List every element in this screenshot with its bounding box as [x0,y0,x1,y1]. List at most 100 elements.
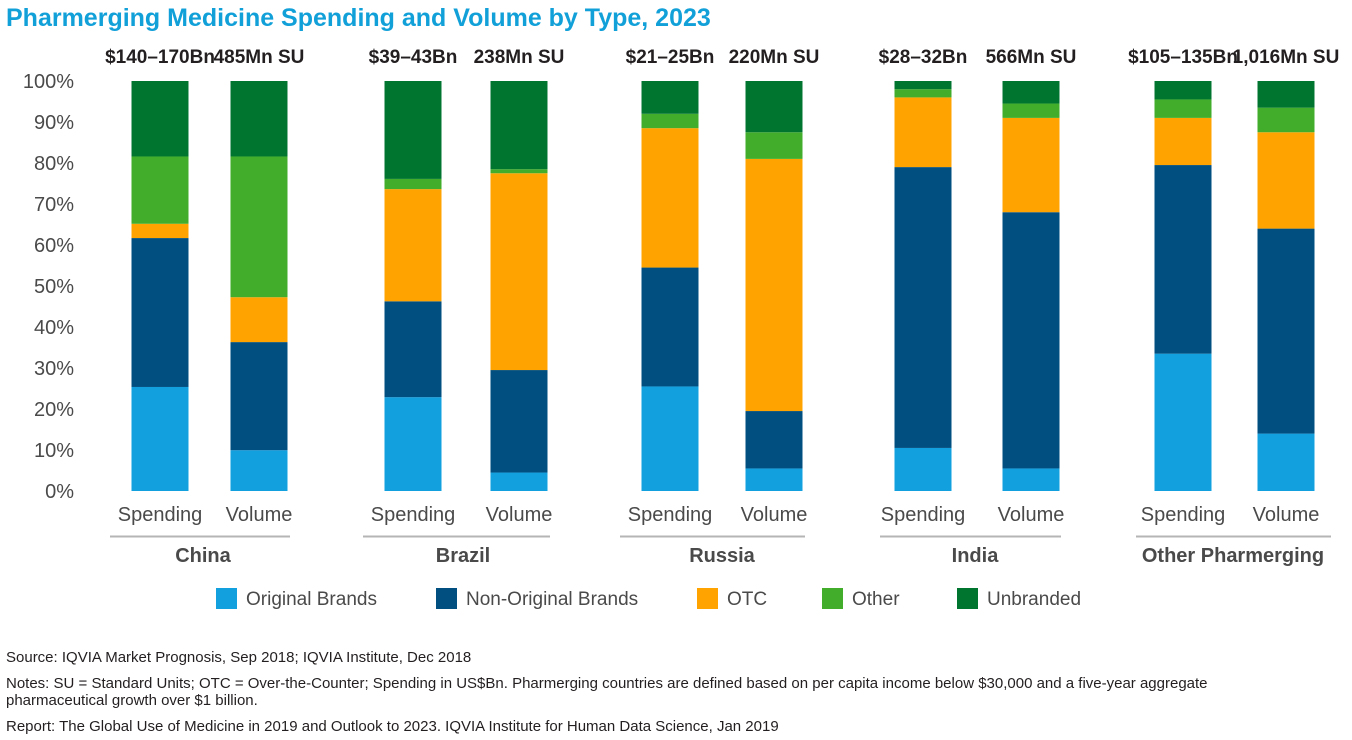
bar-segment-other-pharmerging-volume-non-original-brands [1257,228,1315,434]
legend: Original Brands Non-Original Brands OTC Oth… [216,588,1081,610]
y-tick-label: 50% [34,276,74,298]
legend-swatch-original-brands [216,588,237,609]
y-tick-label: 10% [34,440,74,462]
y-tick-label: 70% [34,194,74,216]
bar-segment-china-spending-original-brands [131,386,189,491]
notes: Notes: SU = Standard Units; OTC = Over-t… [6,675,1208,709]
bar-segment-brazil-volume-unbranded [490,81,548,170]
y-tick-label: 60% [34,235,74,257]
x-category-label: Volume [998,504,1065,526]
x-category-label: Volume [486,504,553,526]
bar-segment-brazil-volume-original-brands [490,472,548,491]
bar-segment-india-volume-unbranded [1002,81,1060,104]
labels: $140–170Bn Spending 485Mn SU Volume China $39… [105,47,1339,567]
bar-segment-russia-spending-unbranded [641,81,699,114]
y-tick-label: 90% [34,112,74,134]
bar-segment-brazil-spending-unbranded [384,81,442,179]
x-category-label: Volume [226,504,293,526]
y-tick-label: 20% [34,399,74,421]
bar-segment-brazil-spending-non-original-brands [384,301,442,398]
bar-header-label: 566Mn SU [986,47,1077,68]
y-tick-label: 80% [34,153,74,175]
bar-segment-brazil-volume-non-original-brands [490,370,548,473]
y-tick-label: 0% [45,481,74,503]
legend-label-other: Other [852,589,900,610]
group-label-russia: Russia [689,545,755,567]
legend-label-unbranded: Unbranded [987,589,1081,610]
bar-segment-india-volume-other [1002,103,1060,118]
legend-swatch-unbranded [957,588,978,609]
bar-segment-other-pharmerging-volume-other [1257,107,1315,133]
bar-segment-other-pharmerging-spending-original-brands [1154,353,1212,491]
bar-segment-brazil-spending-original-brands [384,397,442,491]
bar-segment-india-spending-unbranded [894,81,952,90]
stacked-bar-chart: Pharmerging Medicine Spending and Volume… [6,4,1339,610]
bar-segment-china-volume-other [230,156,288,298]
bar-segment-other-pharmerging-volume-otc [1257,132,1315,229]
bar-segment-china-volume-original-brands [230,450,288,491]
bar-segment-india-spending-non-original-brands [894,167,952,448]
x-category-label: Spending [1141,504,1226,526]
bar-header-label: $39–43Bn [369,47,458,68]
legend-swatch-other [822,588,843,609]
bar-segment-china-volume-non-original-brands [230,342,288,451]
bar-segment-china-spending-otc [131,223,189,239]
bar-segment-russia-spending-other [641,113,699,129]
bar-segment-other-pharmerging-spending-non-original-brands [1154,165,1212,354]
bar-header-label: 485Mn SU [214,47,305,68]
x-category-label: Volume [1253,504,1320,526]
bar-segment-russia-spending-otc [641,128,699,268]
bar-header-label: $28–32Bn [879,47,968,68]
bar-segment-india-volume-otc [1002,117,1060,213]
group-label-other-pharmerging: Other Pharmerging [1142,545,1324,567]
bar-segment-brazil-volume-other [490,169,548,174]
bar-segment-china-volume-unbranded [230,81,288,157]
legend-swatch-non-original-brands [436,588,457,609]
bar-segment-russia-spending-non-original-brands [641,267,699,387]
x-category-label: Spending [118,504,203,526]
group-label-india: India [952,545,1000,567]
bar-header-label: 238Mn SU [474,47,565,68]
bar-segment-other-pharmerging-spending-unbranded [1154,81,1212,100]
bar-header-label: $21–25Bn [626,47,715,68]
y-axis: 0% 10% 20% 30% 40% 50% 60% 70% 80% 90% 100% [23,71,74,503]
bar-segment-russia-volume-non-original-brands [745,411,803,469]
bar-header-label: 1,016Mn SU [1233,47,1340,68]
bar-segment-china-spending-unbranded [131,81,189,157]
bar-segment-russia-spending-original-brands [641,386,699,491]
bar-segment-other-pharmerging-volume-unbranded [1257,81,1315,108]
report-note: Report: The Global Use of Medicine in 20… [6,718,779,735]
chart-title: Pharmerging Medicine Spending and Volume… [6,4,711,32]
bar-segment-russia-volume-unbranded [745,81,803,133]
bar-header-label: 220Mn SU [729,47,820,68]
source-note: Source: IQVIA Market Prognosis, Sep 2018… [6,649,472,666]
y-tick-label: 40% [34,317,74,339]
bar-segment-other-pharmerging-spending-other [1154,99,1212,118]
bar-segment-india-volume-non-original-brands [1002,212,1060,469]
y-tick-label: 30% [34,358,74,380]
bar-segment-china-spending-non-original-brands [131,238,189,387]
x-category-label: Spending [371,504,456,526]
bar-segment-brazil-volume-otc [490,173,548,371]
legend-label-otc: OTC [727,589,767,610]
x-category-label: Spending [881,504,966,526]
bars [131,81,1315,491]
y-tick-label: 100% [23,71,74,93]
bar-segment-brazil-spending-otc [384,189,442,302]
legend-label-original-brands: Original Brands [246,589,377,610]
group-label-china: China [175,545,231,567]
x-category-label: Spending [628,504,713,526]
bar-segment-india-spending-other [894,89,952,98]
bar-segment-india-volume-original-brands [1002,468,1060,491]
legend-label-non-original-brands: Non-Original Brands [466,589,638,610]
bar-segment-india-spending-otc [894,97,952,168]
bar-segment-other-pharmerging-spending-otc [1154,117,1212,166]
x-category-label: Volume [741,504,808,526]
bar-segment-other-pharmerging-volume-original-brands [1257,433,1315,491]
group-label-brazil: Brazil [436,545,490,567]
bar-segment-china-spending-other [131,156,189,224]
bar-header-label: $140–170Bn [105,47,215,68]
bar-segment-india-spending-original-brands [894,447,952,491]
bar-segment-russia-volume-original-brands [745,468,803,491]
bar-segment-russia-volume-other [745,132,803,159]
